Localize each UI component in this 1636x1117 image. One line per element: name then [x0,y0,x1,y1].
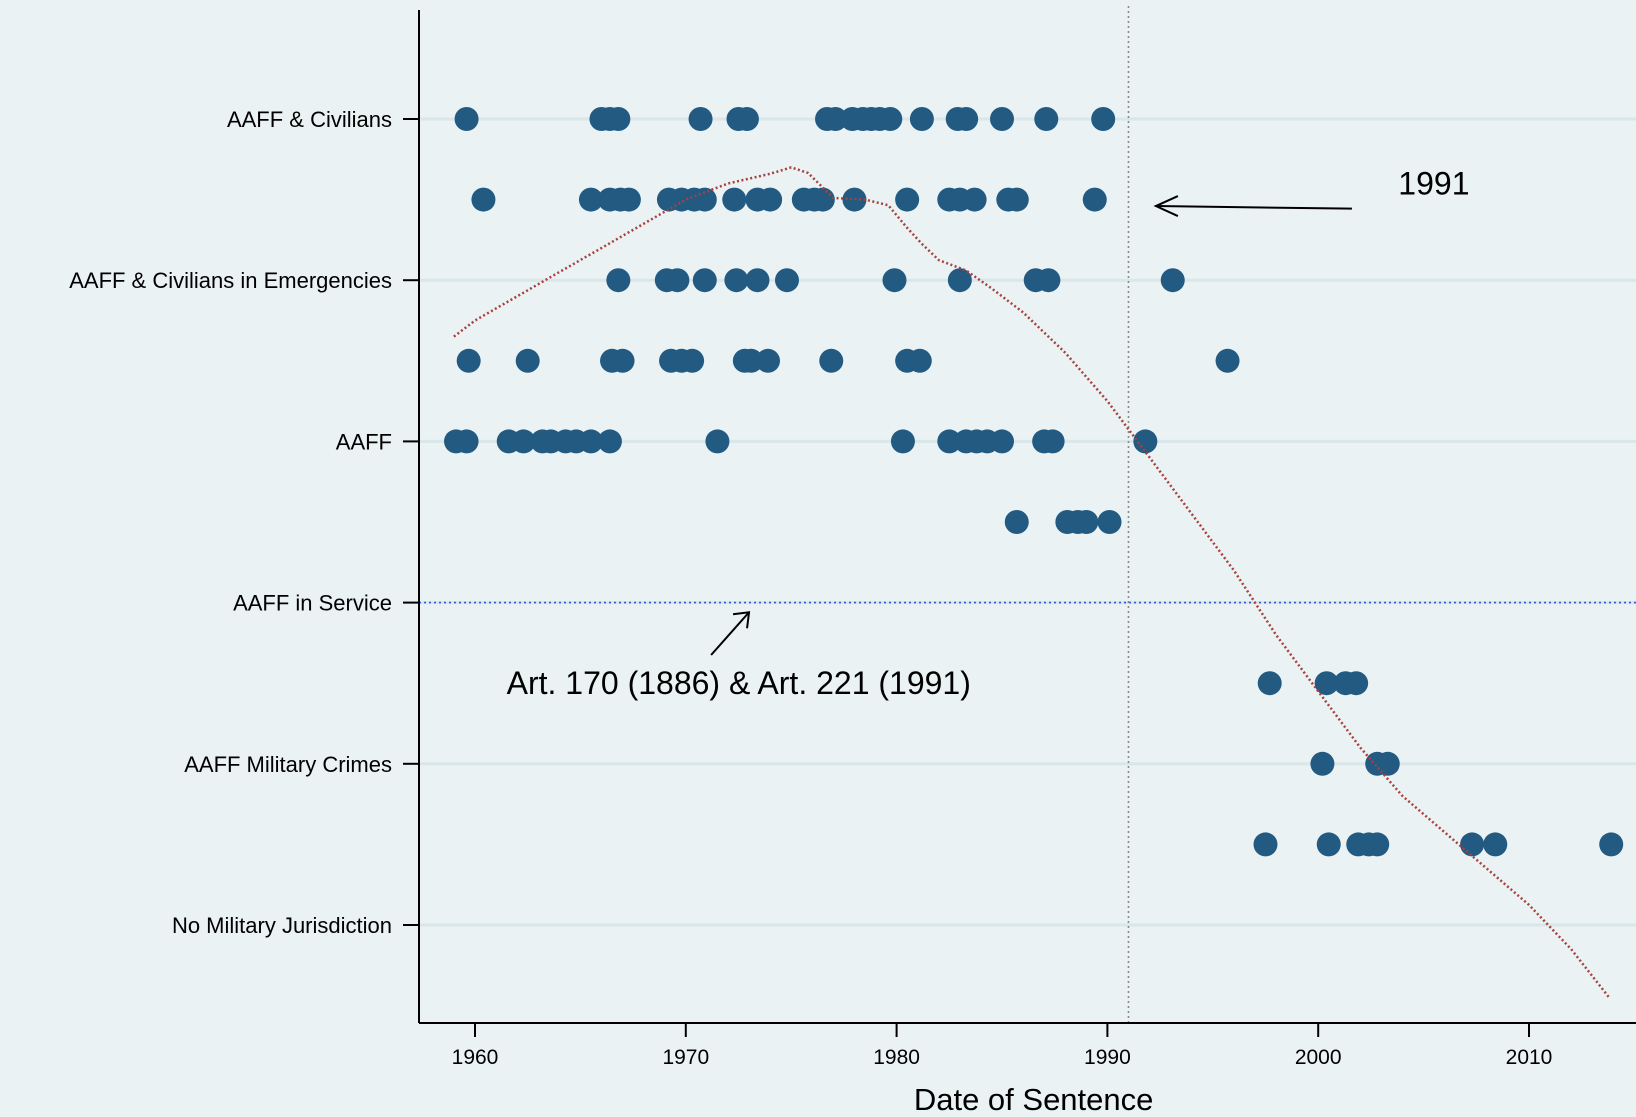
x-tick-label-5: 2010 [1506,1046,1553,1069]
axes [418,10,1636,1024]
data-point-63 [739,348,764,373]
data-point-13 [878,107,903,131]
data-point-78 [597,429,622,454]
x-tick-label-0: 1960 [452,1046,499,1069]
data-point-31 [758,187,783,212]
data-point-56 [515,348,540,373]
data-point-51 [947,268,972,293]
data-point-34 [810,187,835,212]
data-point-6 [734,107,759,131]
data-point-67 [907,348,932,373]
data-point-20 [471,187,496,212]
trend-line [453,166,1611,999]
data-point-100 [1375,751,1400,776]
annotations: 1991 Art. 170 (1886) & Art. 221 (1991) [507,165,1470,701]
data-point-58 [610,348,635,373]
y-axis-ticks: AAFF & Civilians AAFF & Civilians in Emer… [69,107,419,938]
x-tick-label-2: 1980 [873,1046,920,1069]
data-point-93 [1097,510,1122,534]
annotation-1991: 1991 [1398,165,1469,201]
data-point-16 [954,107,979,131]
data-point-3 [606,107,631,131]
data-point-87 [1040,429,1065,454]
data-point-108 [1599,832,1624,857]
data-point-8 [823,107,848,131]
data-point-92 [1074,510,1099,534]
data-point-36 [895,187,920,212]
data-point-53 [1036,268,1061,293]
data-point-46 [692,268,717,293]
data-point-4 [688,107,713,131]
data-point-49 [774,268,799,293]
data-point-43 [606,268,631,293]
data-point-39 [962,187,987,212]
data-point-64 [756,348,781,373]
data-point-88 [1133,429,1158,454]
x-tick-label-4: 2000 [1295,1046,1342,1069]
data-point-102 [1316,832,1341,857]
data-point-85 [990,429,1014,454]
data-point-97 [1344,671,1369,696]
arrow-1991-head [1153,195,1179,217]
data-point-72 [511,429,536,454]
data-point-80 [890,429,915,454]
annotation-1991-arrow [1153,195,1352,217]
y-tick-label-0: AAFF & Civilians [227,107,392,132]
y-tick-label-4: AAFF Military Crimes [184,752,392,777]
data-point-45 [665,268,690,293]
arrow-articles-head [732,611,751,629]
data-point-54 [1160,268,1185,293]
data-point-17 [990,107,1014,131]
data-point-28 [692,187,717,212]
y-tick-label-1: AAFF & Civilians in Emergencies [69,268,392,293]
x-tick-label-3: 1990 [1084,1046,1131,1069]
data-point-18 [1034,107,1059,131]
data-point-95 [1314,671,1339,696]
data-point-41 [1004,187,1029,212]
data-point-47 [724,268,749,293]
data-point-68 [1215,348,1240,373]
data-point-35 [842,187,867,212]
data-point-21 [578,187,603,212]
arrow-articles-shaft [710,611,750,656]
data-point-19 [1091,107,1116,131]
data-point-48 [745,268,770,293]
data-point-61 [680,348,705,373]
data-point-106 [1460,832,1485,857]
y-tick-label-5: No Military Jurisdiction [172,913,392,938]
data-points [444,107,1624,857]
data-point-77 [578,429,603,454]
data-point-94 [1257,671,1282,696]
data-point-14 [909,107,934,131]
annotation-articles-arrow [710,611,751,656]
data-point-105 [1365,832,1390,857]
data-point-107 [1483,832,1508,857]
data-point-79 [705,429,730,454]
data-point-29 [722,187,747,212]
data-point-55 [456,348,481,373]
data-point-98 [1310,751,1335,776]
x-axis-ticks: 1960 1970 1980 1990 2000 2010 [452,1023,1553,1069]
data-point-70 [454,429,479,454]
data-point-89 [1004,510,1029,534]
data-point-101 [1253,832,1278,857]
data-point-50 [882,268,907,293]
data-point-42 [1082,187,1107,212]
x-tick-label-1: 1970 [662,1046,709,1069]
y-tick-label-3: AAFF in Service [233,591,392,616]
data-point-81 [937,429,962,454]
data-point-24 [616,187,641,212]
data-point-65 [819,348,844,373]
annotation-articles: Art. 170 (1886) & Art. 221 (1991) [507,665,971,701]
y-tick-label-2: AAFF [336,429,392,454]
data-point-0 [454,107,479,131]
x-axis-title: Date of Sentence [914,1082,1154,1117]
arrow-1991-shaft [1155,205,1352,210]
